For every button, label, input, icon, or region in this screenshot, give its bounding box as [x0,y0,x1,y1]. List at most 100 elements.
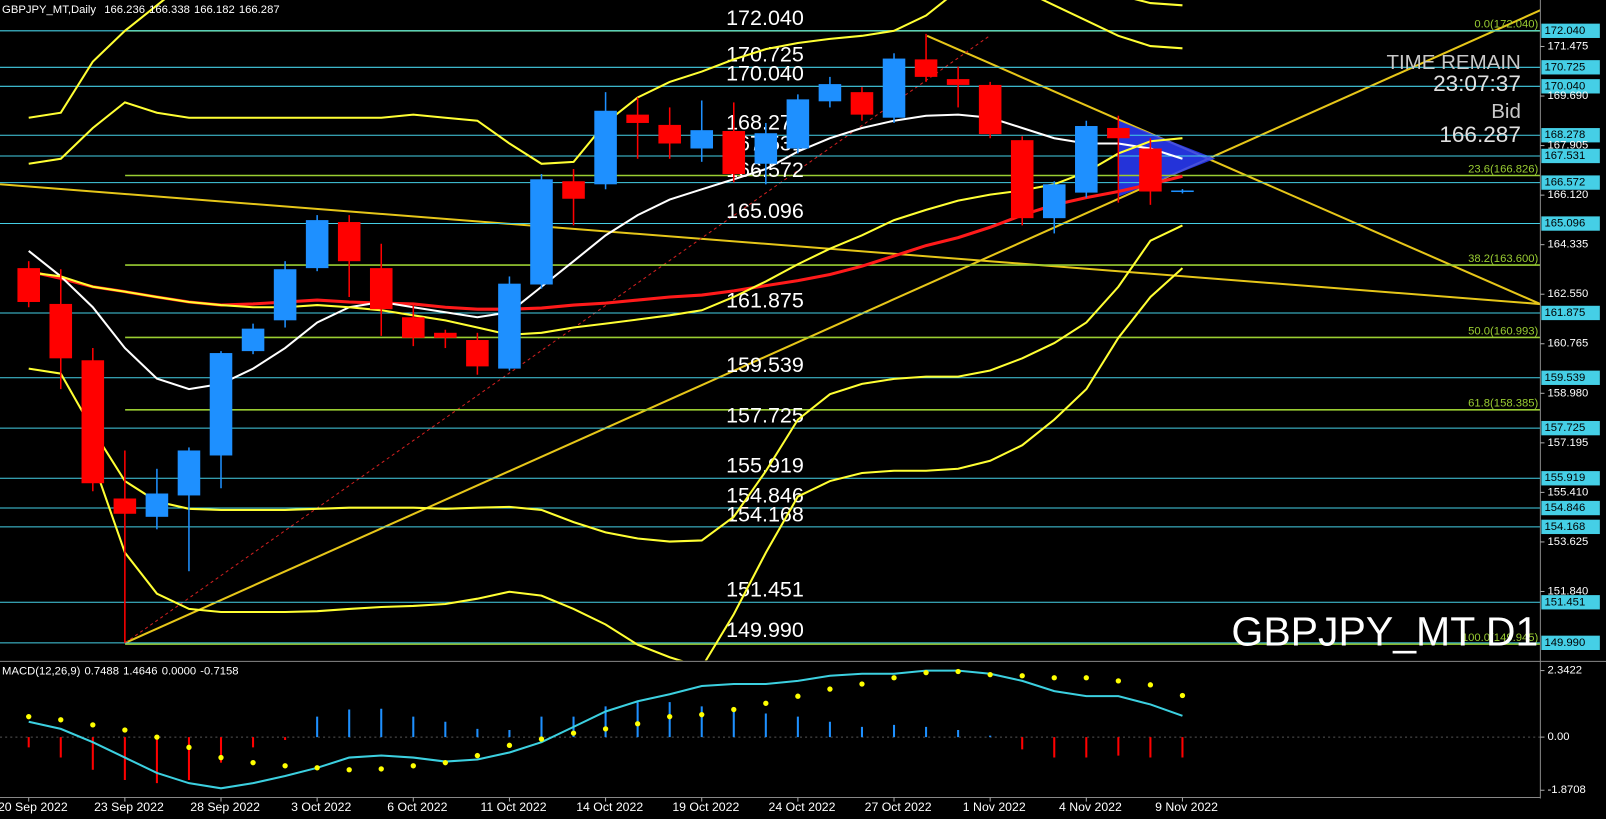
candle-body [1107,127,1130,139]
level-axis-label: 159.539 [1544,372,1585,384]
level-label: 159.539 [726,353,804,377]
signal-dot [699,712,705,718]
macd-header: MACD(12,26,9) 0.7488 1.4646 0.0000 -0.7158 [2,666,238,678]
header-low: 166.182 [194,4,235,16]
signal-dot [154,734,160,740]
y-tick-label: 171.475 [1548,40,1589,52]
candle-body [113,498,137,514]
level-axis-box [1541,471,1600,486]
signal-dot [1019,673,1025,679]
level-axis-label: 155.919 [1544,472,1585,484]
y-tick-label: 2.3422 [1548,665,1582,677]
candle-body [434,332,457,338]
candle-body [882,58,906,118]
level-axis-label: 165.096 [1544,218,1585,230]
level-axis-box [1541,23,1600,38]
watermark: GBPJPY_MT D1 [1231,609,1538,655]
candle-body [562,181,585,199]
y-tick-label: 160.765 [1548,338,1589,350]
signal-dot [602,726,609,732]
macd-signal-value: 1.4646 [123,666,157,678]
signal-dot [827,686,833,692]
x-tick-label: 23 Sep 2022 [94,800,164,814]
level-label: 170.725 [726,43,804,67]
x-tick-label: 24 Oct 2022 [768,800,835,814]
signal-dot [859,681,865,687]
x-tick-label: 28 Sep 2022 [190,800,260,814]
y-tick-label: 153.625 [1548,536,1589,548]
level-axis-label: 149.990 [1544,637,1585,649]
y-tick-label: 166.120 [1548,189,1589,201]
level-axis-box [1541,595,1600,610]
signal-dot [506,742,513,749]
level-axis-label: 154.846 [1544,502,1585,514]
level-axis-box [1541,519,1600,535]
trend-line [0,183,1541,306]
x-tick-label: 4 Nov 2022 [1059,800,1122,814]
signal-dot [731,706,737,713]
header-close: 166.287 [239,4,280,16]
signal-dot [923,669,929,676]
y-tick-label: 158.980 [1548,387,1589,399]
candle-body [1042,184,1066,219]
level-axis-box [1541,420,1600,436]
level-label: 149.990 [726,618,804,642]
x-tick-label: 20 Sep 2022 [0,800,68,814]
candle-body [722,131,746,175]
signal-dot [314,765,320,771]
candle-body [402,317,425,338]
x-tick-label: 19 Oct 2022 [672,800,739,814]
fibo-label: 100.0(149.945) [1462,632,1539,644]
candle-body [81,360,105,484]
x-tick-label: 1 Nov 2022 [963,800,1026,814]
macd-histogram-value: -0.7158 [200,666,238,678]
signal-dot [795,693,801,699]
signal-dot [282,763,288,769]
level-axis-box [1541,175,1600,190]
candle-body [305,220,329,269]
level-label: 155.919 [726,454,804,478]
y-tick-label: -1.8708 [1548,784,1586,796]
signal-dot [955,668,961,675]
level-axis-label: 167.531 [1544,150,1585,162]
fibo-label: 0.0(172.040) [1474,19,1538,31]
candle-body [754,133,778,164]
candle-body [466,340,489,367]
signal-dot [1083,675,1089,681]
candle-body [337,222,361,262]
x-tick-label: 11 Oct 2022 [481,800,547,814]
level-axis-label: 172.040 [1544,25,1585,37]
candle-body [946,79,970,85]
signal-dot [26,713,32,720]
candle-body [1010,140,1034,219]
fibo-label: 38.2(163.600) [1468,253,1538,265]
signal-dot [442,760,449,766]
level-label: 161.875 [726,288,804,312]
level-label: 170.040 [726,62,804,86]
y-tick-label: 162.550 [1548,288,1589,300]
time-remain-label: TIME REMAIN [1386,51,1520,74]
labels: GBPJPY_MT,Daily 166.236 166.338 166.182 166.… [0,4,1538,814]
signal-dot [58,717,64,723]
signal-dot [667,713,673,720]
y-tick-label: 0.00 [1548,731,1570,743]
level-axis-box [1541,60,1600,75]
y-tick-label: 155.410 [1548,486,1589,498]
signal-dot [891,675,897,681]
fibo-base-line [124,35,990,644]
axes: 172.040170.725170.040168.278167.531166.5… [0,0,1606,802]
candle-body [1075,126,1098,193]
signal-dot [634,721,641,727]
symbol-title: GBPJPY_MT,Daily [2,4,96,16]
candle-body [369,268,393,310]
signal-dot [538,736,545,742]
signal-dot [474,752,481,759]
signal-dot [1115,678,1122,684]
candle-body [145,493,169,517]
candle-body [209,353,233,456]
candle-body [626,114,649,123]
fibo-label: 23.6(166.826) [1468,163,1538,175]
macd-title: MACD(12,26,9) [2,666,81,678]
candle-body [658,124,681,144]
candle-body [594,110,617,185]
